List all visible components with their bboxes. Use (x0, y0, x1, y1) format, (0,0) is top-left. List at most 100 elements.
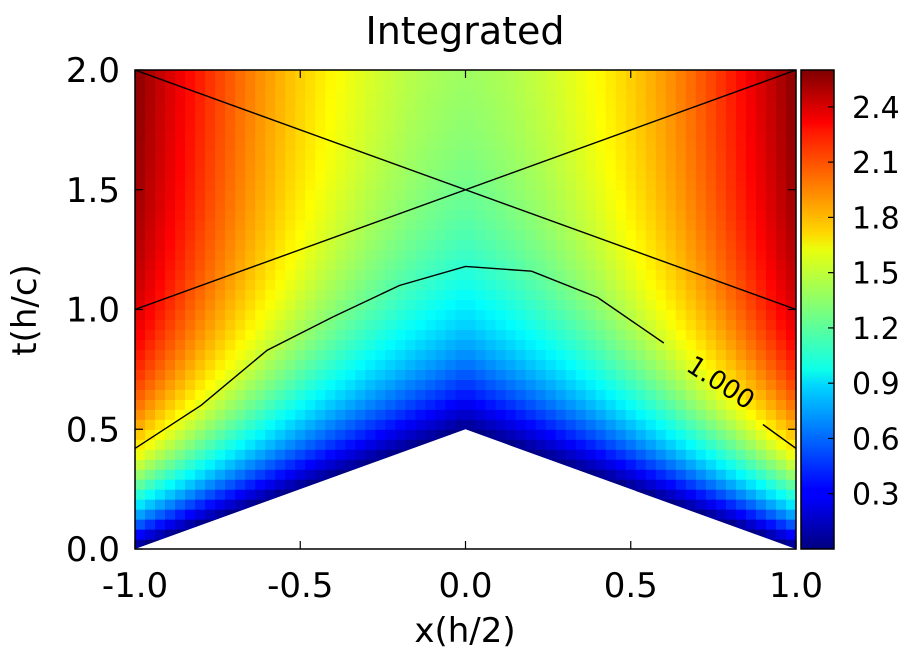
heatmap-cell (205, 349, 216, 360)
heatmap-cell (355, 319, 366, 331)
heatmap-cell (615, 229, 627, 241)
heatmap-cell (765, 509, 777, 520)
heatmap-cell (435, 209, 447, 221)
heatmap-cell (625, 299, 637, 311)
heatmap-cell (195, 389, 206, 400)
heatmap-cell (585, 399, 597, 410)
heatmap-cell (395, 179, 407, 191)
heatmap-cell (135, 409, 146, 420)
heatmap-cell (295, 349, 306, 360)
heatmap-cell (435, 139, 447, 151)
heatmap-cell (655, 439, 667, 450)
heatmap-cell (775, 379, 787, 390)
heatmap-cell (405, 349, 417, 360)
heatmap-cell (535, 119, 547, 131)
heatmap-cell (755, 449, 767, 460)
heatmap-cell (535, 299, 547, 311)
heatmap-cell (375, 119, 386, 131)
heatmap-cell (755, 169, 767, 181)
heatmap-cell (335, 219, 346, 231)
heatmap-cell (695, 469, 707, 480)
heatmap-cell (715, 379, 727, 390)
heatmap-cell (165, 499, 176, 510)
heatmap-cell (275, 489, 286, 500)
heatmap-cell (785, 139, 796, 151)
heatmap-cell (405, 99, 417, 111)
heatmap-cell (365, 289, 376, 301)
heatmap-cell (465, 259, 477, 271)
heatmap-cell (165, 139, 176, 151)
heatmap-cell (215, 229, 226, 241)
heatmap-cell (295, 389, 306, 400)
heatmap-cell (605, 209, 617, 221)
heatmap-cell (265, 249, 276, 261)
heatmap-cell (555, 339, 567, 351)
heatmap-cell (615, 289, 627, 301)
heatmap-cell (555, 239, 567, 251)
heatmap-cell (625, 189, 637, 201)
heatmap-cell (305, 149, 316, 161)
heatmap-cell (315, 189, 326, 201)
heatmap-cell (715, 469, 727, 480)
heatmap-cell (745, 99, 757, 111)
heatmap-cell (625, 169, 637, 181)
heatmap-cell (775, 339, 787, 351)
heatmap-cell (675, 449, 687, 460)
heatmap-cell (445, 399, 457, 410)
heatmap-cell (145, 429, 156, 440)
heatmap-cell (305, 239, 316, 251)
heatmap-cell (785, 279, 796, 291)
heatmap-cell (535, 319, 547, 331)
heatmap-cell (155, 169, 166, 181)
heatmap-cell (585, 199, 597, 211)
heatmap-cell (175, 509, 186, 520)
heatmap-cell (385, 419, 396, 430)
heatmap-cell (655, 279, 667, 291)
heatmap-cell (235, 439, 246, 450)
heatmap-cell (245, 99, 256, 111)
heatmap-cell (305, 109, 316, 121)
heatmap-cell (655, 159, 667, 171)
heatmap-cell (415, 139, 427, 151)
heatmap-cell (475, 319, 487, 331)
heatmap-cell (765, 329, 777, 341)
heatmap-cell (765, 179, 777, 191)
heatmap-cell (155, 209, 166, 221)
heatmap-cell (575, 169, 587, 181)
heatmap-cell (375, 229, 386, 241)
heatmap-cell (195, 349, 206, 360)
heatmap-cell (545, 309, 557, 321)
heatmap-cell (535, 449, 547, 460)
heatmap-cell (715, 79, 727, 91)
heatmap-cell (625, 269, 637, 281)
heatmap-cell (135, 429, 146, 440)
heatmap-cell (605, 379, 617, 390)
heatmap-cell (225, 489, 236, 500)
heatmap-cell (745, 209, 757, 221)
heatmap-cell (175, 329, 186, 341)
heatmap-cell (255, 399, 266, 410)
heatmap-cell (205, 429, 216, 440)
heatmap-cell (475, 299, 487, 311)
heatmap-cell (645, 249, 657, 261)
heatmap-cell (475, 389, 487, 400)
heatmap-cell (255, 319, 266, 331)
heatmap-cell (145, 279, 156, 291)
heatmap-cell (685, 289, 697, 301)
heatmap-cell (325, 89, 336, 101)
heatmap-cell (475, 349, 487, 360)
heatmap-cell (335, 309, 346, 321)
heatmap-cell (395, 299, 407, 311)
heatmap-cell (315, 199, 326, 211)
heatmap-cell (305, 219, 316, 231)
heatmap-cell (235, 129, 246, 141)
heatmap-cell (325, 389, 336, 400)
heatmap-cell (425, 239, 437, 251)
heatmap-cell (655, 389, 667, 400)
heatmap-cell (395, 70, 407, 81)
heatmap-cell (665, 459, 677, 470)
heatmap-cell (295, 279, 306, 291)
heatmap-cell (535, 389, 547, 400)
heatmap-cell (375, 329, 386, 341)
heatmap-cell (175, 239, 186, 251)
